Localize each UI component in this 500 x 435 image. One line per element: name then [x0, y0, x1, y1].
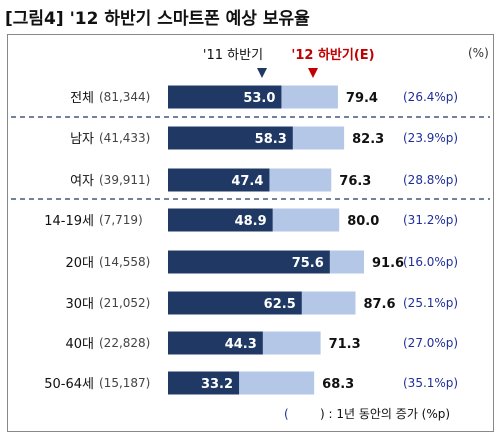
- category-label: 14-19세: [44, 214, 94, 229]
- legend-prev-marker: [257, 68, 267, 78]
- value-label-2012: 76.3: [339, 174, 371, 189]
- unit-label: (%): [468, 46, 489, 60]
- value-label-2011: 48.9: [235, 214, 267, 229]
- increase-label: (26.4%p): [403, 90, 458, 104]
- increase-label: (23.9%p): [403, 131, 458, 145]
- value-label-2012: 71.3: [329, 337, 361, 352]
- sample-size-label: (81,344): [99, 90, 150, 104]
- chart-title: [그림4] '12 하반기 스마트폰 예상 보유율: [5, 9, 310, 29]
- sample-size-label: (14,558): [99, 255, 150, 269]
- value-label-2011: 75.6: [292, 256, 324, 271]
- bar-2011: [168, 168, 270, 192]
- value-label-2012: 91.6: [372, 256, 404, 271]
- increase-label: (35.1%p): [403, 376, 458, 390]
- value-label-2011: 53.0: [243, 91, 275, 106]
- footnote-text: ) : 1년 동안의 증가 (%p): [320, 407, 450, 421]
- category-label: 남자: [70, 132, 94, 147]
- sample-size-label: (15,187): [99, 376, 150, 390]
- bar-2011: [168, 85, 282, 109]
- value-label-2012: 82.3: [352, 132, 384, 147]
- sample-size-label: (7,719): [99, 213, 143, 227]
- value-label-2012: 79.4: [346, 91, 378, 106]
- bar-2011: [168, 331, 263, 355]
- sample-size-label: (39,911): [99, 173, 150, 187]
- value-label-2011: 44.3: [225, 337, 257, 352]
- value-label-2011: 47.4: [231, 174, 263, 189]
- increase-label: (27.0%p): [403, 336, 458, 350]
- value-label-2011: 33.2: [201, 377, 233, 392]
- value-label-2012: 87.6: [363, 297, 395, 312]
- footnote-open: (: [284, 407, 289, 421]
- sample-size-label: (21,052): [99, 296, 150, 310]
- category-label: 20대: [65, 256, 94, 271]
- bar-2011: [168, 208, 273, 232]
- sample-size-label: (41,433): [99, 131, 150, 145]
- bar-2011: [168, 371, 240, 395]
- value-label-2012: 68.3: [322, 377, 354, 392]
- legend-now-label: '12 하반기(E): [291, 47, 374, 63]
- increase-label: (28.8%p): [403, 173, 458, 187]
- value-label-2011: 62.5: [264, 297, 296, 312]
- bar-2011: [168, 291, 302, 315]
- increase-label: (16.0%p): [403, 255, 458, 269]
- sample-size-label: (22,828): [99, 336, 150, 350]
- value-label-2012: 80.0: [347, 214, 379, 229]
- category-label: 30대: [65, 297, 94, 312]
- legend-now-marker: [308, 68, 318, 78]
- chart-frame: [7, 34, 494, 432]
- category-label: 50-64세: [44, 377, 94, 392]
- category-label: 전체: [70, 91, 94, 106]
- value-label-2011: 58.3: [255, 132, 287, 147]
- increase-label: (31.2%p): [403, 213, 458, 227]
- increase-label: (25.1%p): [403, 296, 458, 310]
- category-label: 여자: [70, 174, 94, 189]
- category-label: 40대: [65, 337, 94, 352]
- legend-prev-label: '11 하반기: [203, 48, 263, 63]
- bar-2011: [168, 126, 293, 150]
- bar-2011: [168, 250, 330, 274]
